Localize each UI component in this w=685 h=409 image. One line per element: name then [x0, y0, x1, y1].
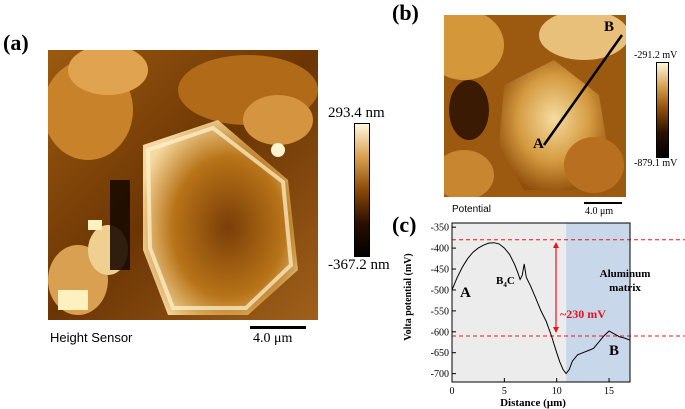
scale-bar-a — [250, 326, 306, 329]
panel-label-c: (c) — [392, 212, 417, 237]
shaded-region-1 — [566, 223, 630, 382]
y-tick-label: -700 — [431, 369, 449, 380]
height-colorbar-max: 293.4 nm — [328, 105, 385, 121]
y-axis-label: Volta potential (mV) — [403, 253, 414, 340]
scale-bar-a-label: 4.0 μm — [253, 331, 293, 346]
x-tick-label: 15 — [604, 386, 614, 397]
b4c-label: B4C — [496, 275, 515, 289]
aluminum-matrix-label-line1: Aluminum — [600, 268, 651, 280]
height-colorbar — [354, 123, 370, 257]
height-map-image — [48, 50, 318, 320]
line-end-label: B — [604, 19, 615, 35]
y-tick-label: -350 — [431, 223, 449, 234]
profile-point-a: A — [460, 285, 471, 301]
y-tick-label: -500 — [431, 285, 449, 296]
x-tick-label: 5 — [502, 386, 507, 397]
potential-colorbar-min: -879.1 mV — [634, 158, 678, 169]
potential-profile-chart: 0 5 10 15 -350 -400 -450 -500 -550 -600 -650 -700 D… — [403, 222, 685, 409]
plot-frame — [451, 222, 631, 383]
scale-bar-b-label: 4.0 μm — [585, 206, 614, 217]
y-tick-label: -550 — [431, 306, 449, 317]
potential-map-image — [444, 15, 626, 197]
profile-point-b: B — [609, 343, 619, 359]
potential-profile-line — [451, 242, 631, 375]
line-start-label: A — [533, 136, 544, 152]
height-sensor-caption: Height Sensor — [50, 330, 133, 345]
panel-label-b: (b) — [392, 0, 419, 25]
potential-caption: Potential — [452, 204, 491, 215]
potential-difference-label: ~230 mV — [560, 307, 606, 321]
x-axis-label: Distance (μm) — [500, 397, 566, 409]
scale-bar-b — [584, 202, 622, 204]
y-tick-label: -450 — [431, 265, 449, 276]
shaded-region-0 — [452, 223, 567, 382]
y-tick-label: -600 — [431, 327, 449, 338]
potential-colorbar-max: -291.2 mV — [634, 50, 678, 61]
x-tick-label: 10 — [552, 386, 562, 397]
potential-colorbar — [656, 62, 669, 158]
y-tick-label: -650 — [431, 348, 449, 359]
height-colorbar-min: -367.2 nm — [328, 257, 390, 273]
panel-label-a: (a) — [3, 30, 29, 55]
aluminum-matrix-label-line2: matrix — [609, 282, 641, 294]
y-tick-label: -400 — [431, 244, 449, 255]
x-tick-label: 0 — [450, 386, 455, 397]
